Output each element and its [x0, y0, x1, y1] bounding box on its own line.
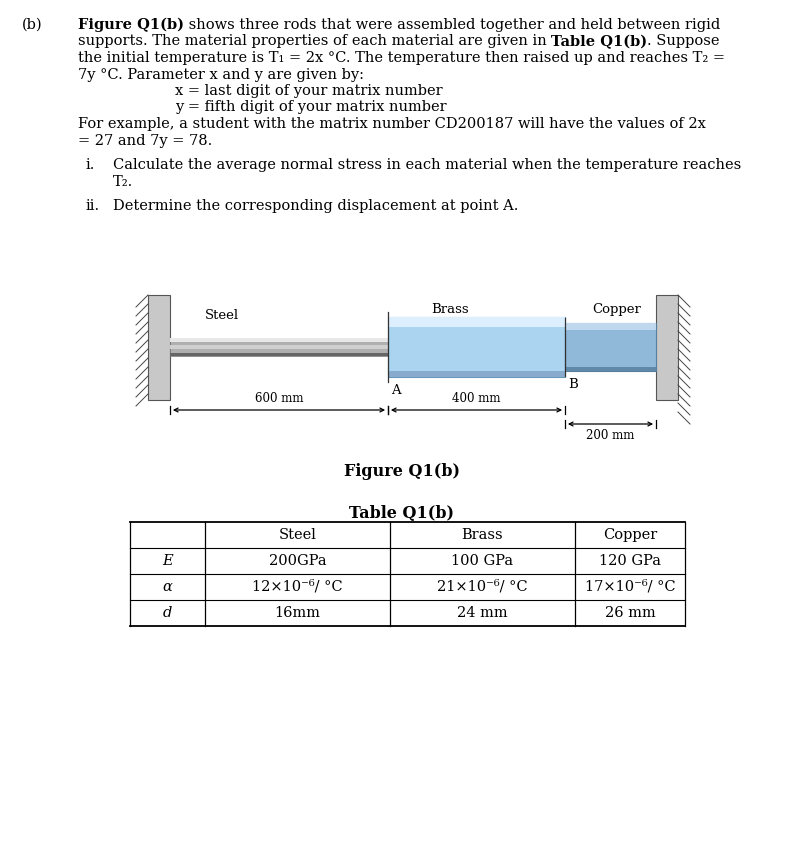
Text: A: A — [390, 384, 400, 397]
Text: supports. The material properties of each material are given in: supports. The material properties of eac… — [78, 34, 551, 49]
Text: . Suppose: . Suppose — [646, 34, 719, 49]
Text: 200GPa: 200GPa — [268, 554, 326, 568]
Text: 7y °C. Parameter x and y are given by:: 7y °C. Parameter x and y are given by: — [78, 68, 364, 82]
Polygon shape — [388, 371, 565, 377]
Text: 600 mm: 600 mm — [255, 392, 303, 405]
Text: Figure Q1(b): Figure Q1(b) — [344, 463, 459, 480]
Text: Steel: Steel — [205, 309, 238, 322]
Text: shows three rods that were assembled together and held between rigid: shows three rods that were assembled tog… — [184, 18, 719, 32]
Polygon shape — [169, 345, 388, 349]
Polygon shape — [169, 338, 388, 356]
Polygon shape — [388, 317, 565, 327]
Polygon shape — [565, 323, 655, 371]
Text: the initial temperature is T₁ = 2x °C. The temperature then raised up and reache: the initial temperature is T₁ = 2x °C. T… — [78, 51, 724, 65]
Text: = 27 and 7y = 78.: = 27 and 7y = 78. — [78, 134, 212, 148]
Text: 17×10⁻⁶/ °C: 17×10⁻⁶/ °C — [584, 580, 675, 594]
Text: α: α — [162, 580, 172, 594]
Text: For example, a student with the matrix number CD200187 will have the values of 2: For example, a student with the matrix n… — [78, 117, 705, 131]
Text: x = last digit of your matrix number: x = last digit of your matrix number — [175, 84, 442, 98]
Polygon shape — [565, 367, 655, 371]
Text: 24 mm: 24 mm — [457, 606, 507, 620]
Text: E: E — [162, 554, 173, 568]
Text: B: B — [567, 378, 577, 391]
Text: Determine the corresponding displacement at point A.: Determine the corresponding displacement… — [113, 199, 518, 213]
Text: Table Q1(b): Table Q1(b) — [349, 505, 454, 522]
Text: 400 mm: 400 mm — [451, 392, 500, 405]
Text: Brass: Brass — [430, 303, 468, 316]
Bar — [655, 295, 677, 400]
Text: Figure Q1(b): Figure Q1(b) — [78, 18, 184, 33]
Text: 12×10⁻⁶/ °C: 12×10⁻⁶/ °C — [252, 580, 342, 594]
Text: 16mm: 16mm — [274, 606, 320, 620]
Text: 21×10⁻⁶/ °C: 21×10⁻⁶/ °C — [437, 580, 527, 594]
Text: Steel: Steel — [278, 528, 316, 542]
Bar — [148, 295, 169, 400]
Text: Copper: Copper — [602, 528, 656, 542]
Polygon shape — [565, 323, 655, 330]
Text: Table Q1(b): Table Q1(b) — [551, 34, 646, 49]
Polygon shape — [169, 338, 388, 342]
Polygon shape — [169, 353, 388, 356]
Text: 200 mm: 200 mm — [585, 429, 634, 442]
Polygon shape — [388, 317, 565, 377]
Text: ii.: ii. — [86, 199, 100, 213]
Text: d: d — [163, 606, 172, 620]
Text: y = fifth digit of your matrix number: y = fifth digit of your matrix number — [175, 100, 446, 114]
Text: Brass: Brass — [461, 528, 503, 542]
Text: 100 GPa: 100 GPa — [450, 554, 513, 568]
Text: 26 mm: 26 mm — [604, 606, 654, 620]
Text: i.: i. — [86, 158, 96, 172]
Text: 120 GPa: 120 GPa — [598, 554, 660, 568]
Text: (b): (b) — [22, 18, 43, 32]
Text: T₂.: T₂. — [113, 174, 133, 189]
Text: Copper: Copper — [592, 303, 641, 316]
Text: Calculate the average normal stress in each material when the temperature reache: Calculate the average normal stress in e… — [113, 158, 740, 172]
